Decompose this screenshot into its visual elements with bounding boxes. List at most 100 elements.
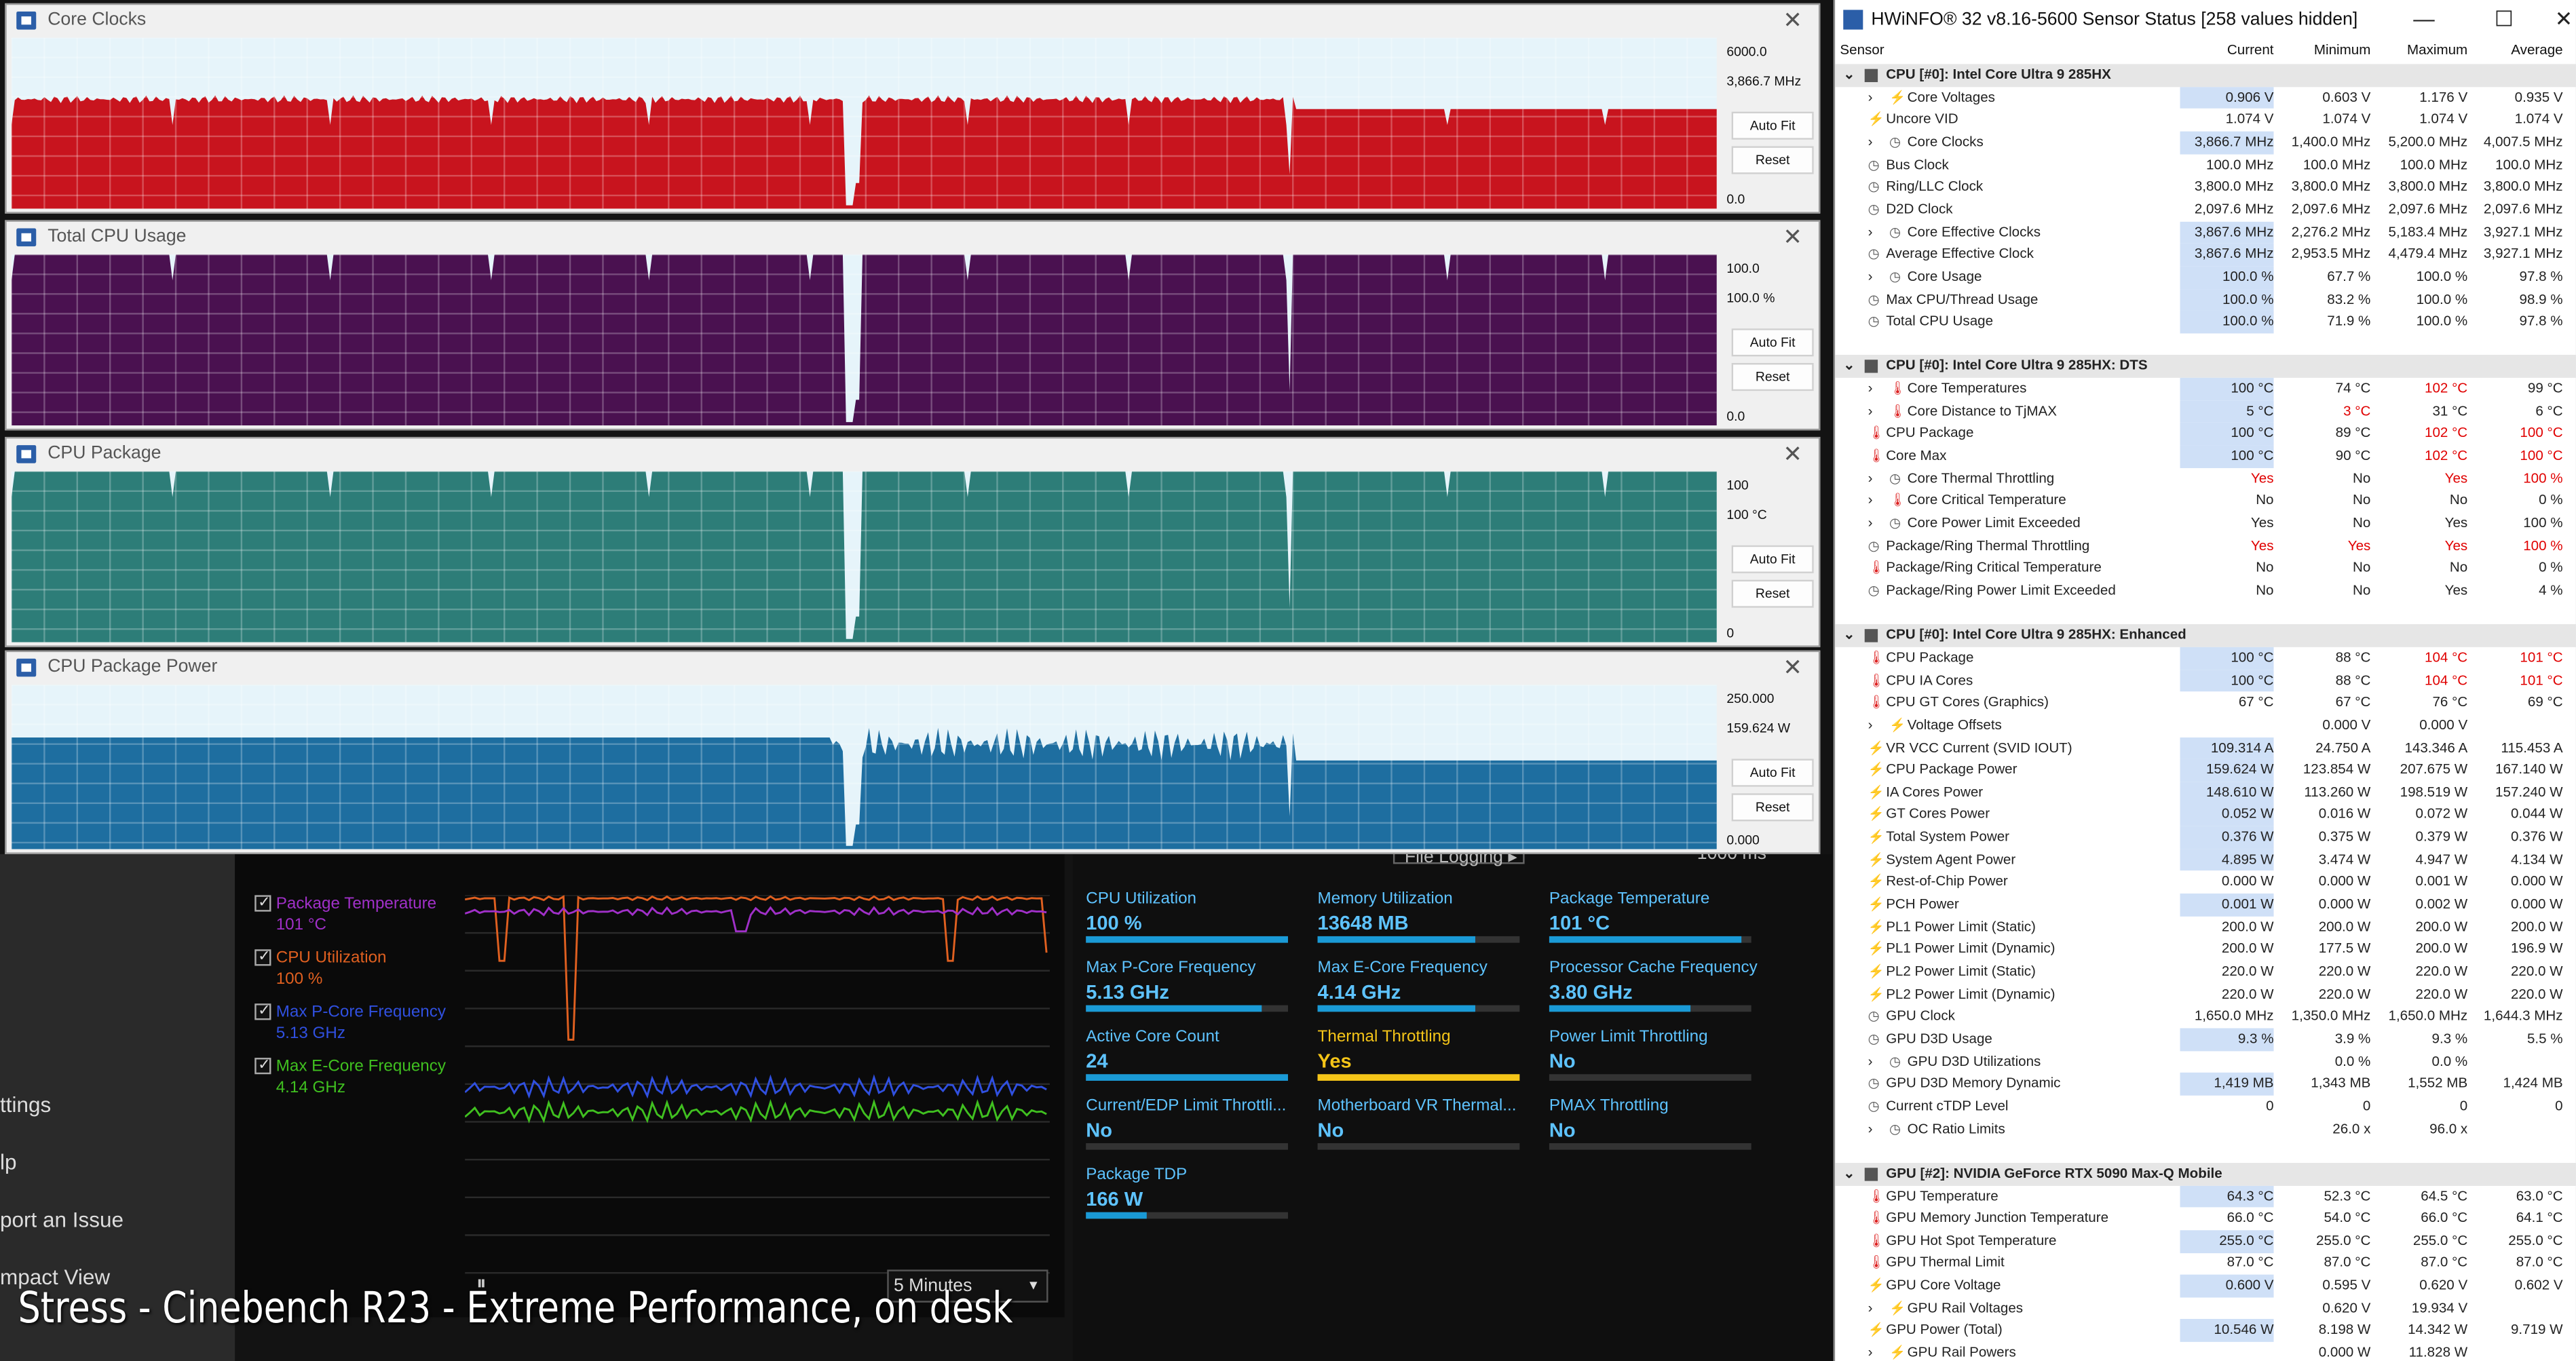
sensor-row[interactable]: ⚡ System Agent Power 4.895 W 3.474 W 4.947 W… — [1835, 849, 2576, 872]
sensor-row[interactable]: 🌡 GPU Temperature 64.3 °C 52.3 °C 64.5 °C 63.… — [1835, 1185, 2576, 1208]
auto-fit-button[interactable]: Auto Fit — [1731, 759, 1814, 787]
graph-window-4[interactable]: CPU Package Power ✕ 250.000 159.624 W 0.000 A… — [5, 650, 1821, 854]
sensor-row[interactable]: 🌡 GPU Thermal Limit 87.0 °C 87.0 °C 87.0 °C 8… — [1835, 1252, 2576, 1275]
legend-checkbox[interactable] — [254, 1002, 271, 1020]
sensor-row[interactable]: ⚡ IA Cores Power 148.610 W 113.260 W 198.519… — [1835, 781, 2576, 805]
sensor-row[interactable]: 🌡 GPU Hot Spot Temperature 255.0 °C 255.0 °… — [1835, 1229, 2576, 1252]
reset-button[interactable]: Reset — [1731, 363, 1814, 391]
expand-chevron-icon[interactable]: › — [1868, 716, 1873, 733]
header-current[interactable]: Current — [2227, 41, 2274, 58]
sensor-row[interactable]: › ◷ Core Thermal Throttling Yes No Yes 100 % — [1835, 467, 2576, 490]
close-icon[interactable]: ✕ — [1783, 223, 1802, 250]
sensor-row[interactable]: ◷ D2D Clock 2,097.6 MHz 2,097.6 MHz 2,097.6 … — [1835, 199, 2576, 221]
expand-chevron-icon[interactable]: › — [1868, 514, 1873, 531]
sensor-row[interactable]: › ◷ Core Power Limit Exceeded Yes No Yes 100 % — [1835, 512, 2576, 535]
sensor-row[interactable]: 🌡 Core Max 100 °C 90 °C 102 °C 100 °C — [1835, 445, 2576, 468]
duration-select[interactable]: 5 Minutes ▼ — [887, 1269, 1048, 1303]
expand-chevron-icon[interactable]: › — [1868, 1343, 1873, 1360]
sensor-row[interactable]: ◷ Average Effective Clock 3,867.6 MHz 2,953… — [1835, 243, 2576, 266]
sensor-row[interactable]: 🌡 Package/Ring Critical Temperature No No No… — [1835, 557, 2576, 579]
sensor-group-header[interactable]: ⌄ CPU [#0]: Intel Core Ultra 9 285HX: DTS — [1835, 355, 2576, 379]
graph-window-1[interactable]: Core Clocks ✕ 6000.0 3,866.7 MHz 0.0 Auto Fit… — [5, 3, 1821, 214]
expand-chevron-icon[interactable]: › — [1868, 402, 1873, 419]
sensor-row[interactable]: › ◷ OC Ratio Limits 26.0 x 96.0 x — [1835, 1118, 2576, 1140]
collapse-chevron-icon[interactable]: ⌄ — [1843, 1164, 1855, 1181]
graph-window-3[interactable]: CPU Package ✕ 100 100 °C 0 Auto Fit Reset — [5, 436, 1821, 647]
sensor-row[interactable]: ◷ Max CPU/Thread Usage 100.0 % 83.2 % 100.0 … — [1835, 288, 2576, 311]
sensor-row[interactable]: 🌡 CPU Package 100 °C 89 °C 102 °C 100 °C — [1835, 423, 2576, 446]
sensor-row[interactable]: ◷ Package/Ring Thermal Throttling Yes Yes Ye… — [1835, 535, 2576, 557]
sensor-row[interactable]: ⚡ Rest-of-Chip Power 0.000 W 0.000 W 0.001 W… — [1835, 871, 2576, 894]
close-icon[interactable]: ✕ — [2554, 6, 2573, 31]
legend-checkbox[interactable] — [254, 894, 271, 912]
sensor-row[interactable]: › ⚡ GPU Rail Powers 0.000 W 11.828 W — [1835, 1342, 2576, 1361]
sidebar-item-compact-view[interactable]: mpact View — [0, 1265, 111, 1290]
sensor-row[interactable]: 🌡 CPU Package 100 °C 88 °C 104 °C 101 °C — [1835, 647, 2576, 670]
expand-chevron-icon[interactable]: › — [1868, 1119, 1873, 1136]
sensor-row[interactable]: ◷ GPU D3D Usage 9.3 % 3.9 % 9.3 % 5.5 % — [1835, 1028, 2576, 1051]
sensor-row[interactable]: ◷ Ring/LLC Clock 3,800.0 MHz 3,800.0 MHz 3,8… — [1835, 176, 2576, 199]
sensor-row[interactable]: ◷ GPU D3D Memory Dynamic 1,419 MB 1,343 MB 1… — [1835, 1073, 2576, 1096]
sensor-row[interactable]: › 🌡 Core Distance to TjMAX 5 °C 3 °C 31 °C 6 °… — [1835, 400, 2576, 423]
sensor-row[interactable]: ◷ GPU Clock 1,650.0 MHz 1,350.0 MHz 1,650.0 … — [1835, 1005, 2576, 1028]
sensor-row[interactable]: › ◷ Core Effective Clocks 3,867.6 MHz 2,276.… — [1835, 221, 2576, 244]
expand-chevron-icon[interactable]: › — [1868, 267, 1873, 284]
sensor-row[interactable]: ⚡ GT Cores Power 0.052 W 0.016 W 0.072 W 0.04… — [1835, 803, 2576, 827]
sensor-row[interactable]: ◷ Package/Ring Power Limit Exceeded No No Ye… — [1835, 579, 2576, 602]
expand-chevron-icon[interactable]: › — [1868, 469, 1873, 486]
sensor-row[interactable]: › 🌡 Core Critical Temperature No No No 0 % — [1835, 490, 2576, 512]
sensor-row[interactable]: ⚡ Total System Power 0.376 W 0.375 W 0.379 W… — [1835, 826, 2576, 849]
sensor-row[interactable]: › ◷ Core Clocks 3,866.7 MHz 1,400.0 MHz 5,200… — [1835, 131, 2576, 154]
sidebar-item-help[interactable]: lp — [0, 1149, 17, 1174]
sensor-row[interactable]: › ⚡ Core Voltages 0.906 V 0.603 V 1.176 V 0.93… — [1835, 86, 2576, 109]
sensor-group-header[interactable]: ⌄ CPU [#0]: Intel Core Ultra 9 285HX: Enh… — [1835, 624, 2576, 647]
header-average[interactable]: Average — [2511, 41, 2563, 58]
reset-button[interactable]: Reset — [1731, 793, 1814, 822]
sensor-group-header[interactable]: ⌄ CPU [#0]: Intel Core Ultra 9 285HX — [1835, 64, 2576, 87]
header-minimum[interactable]: Minimum — [2313, 41, 2371, 58]
minimize-icon[interactable]: — — [2413, 6, 2435, 31]
maximize-icon[interactable]: ☐ — [2494, 6, 2514, 31]
sensor-row[interactable]: ◷ Bus Clock 100.0 MHz 100.0 MHz 100.0 MHz 100… — [1835, 154, 2576, 176]
sensor-row[interactable]: ⚡ CPU Package Power 159.624 W 123.854 W 207.… — [1835, 759, 2576, 782]
sensor-row[interactable]: › ◷ GPU D3D Utilizations 0.0 % 0.0 % — [1835, 1050, 2576, 1073]
expand-chevron-icon[interactable]: › — [1868, 379, 1873, 396]
sensor-group-header[interactable]: ⌄ GPU [#2]: NVIDIA GeForce RTX 5090 Max-Q… — [1835, 1162, 2576, 1185]
expand-chevron-icon[interactable]: › — [1868, 88, 1873, 105]
sensor-row[interactable]: ⚡ PL1 Power Limit (Dynamic) 200.0 W 177.5 W… — [1835, 938, 2576, 961]
header-sensor[interactable]: Sensor — [1840, 41, 1884, 58]
legend-checkbox[interactable] — [254, 1056, 271, 1075]
expand-chevron-icon[interactable]: › — [1868, 491, 1873, 508]
sensor-row[interactable]: ◷ Total CPU Usage 100.0 % 71.9 % 100.0 % 97.8… — [1835, 310, 2576, 334]
reset-button[interactable]: Reset — [1731, 579, 1814, 608]
expand-chevron-icon[interactable]: › — [1868, 223, 1873, 239]
sensor-row[interactable]: ⚡ PCH Power 0.001 W 0.000 W 0.002 W 0.000 W — [1835, 894, 2576, 917]
sensor-row[interactable]: 🌡 GPU Memory Junction Temperature 66.0 °C 5… — [1835, 1208, 2576, 1230]
sensor-row[interactable]: › 🌡 Core Temperatures 100 °C 74 °C 102 °C 99 °… — [1835, 378, 2576, 401]
collapse-chevron-icon[interactable]: ⌄ — [1843, 626, 1855, 643]
sensor-row[interactable]: ⚡ Uncore VID 1.074 V 1.074 V 1.074 V 1.074 V — [1835, 109, 2576, 131]
sensor-row[interactable]: ⚡ PL2 Power Limit (Dynamic) 220.0 W 220.0 W… — [1835, 983, 2576, 1005]
close-icon[interactable]: ✕ — [1783, 653, 1802, 680]
close-icon[interactable]: ✕ — [1783, 440, 1802, 467]
graph-window-2[interactable]: Total CPU Usage ✕ 100.0 100.0 % 0.0 Auto Fit R… — [5, 220, 1821, 431]
expand-chevron-icon[interactable]: › — [1868, 1052, 1873, 1069]
sensor-row[interactable]: ⚡ PL2 Power Limit (Static) 220.0 W 220.0 W 2… — [1835, 961, 2576, 983]
collapse-chevron-icon[interactable]: ⌄ — [1843, 65, 1855, 83]
sensor-row[interactable]: ◷ Current cTDP Level 0 0 0 0 — [1835, 1095, 2576, 1117]
close-icon[interactable]: ✕ — [1783, 6, 1802, 33]
pause-icon[interactable]: ⏸ — [476, 1271, 487, 1295]
sensor-row[interactable]: 🌡 CPU IA Cores 100 °C 88 °C 104 °C 101 °C — [1835, 669, 2576, 692]
auto-fit-button[interactable]: Auto Fit — [1731, 111, 1814, 140]
sidebar-item-settings[interactable]: ttings — [0, 1092, 52, 1117]
sensor-row[interactable]: ⚡ PL1 Power Limit (Static) 200.0 W 200.0 W 2… — [1835, 916, 2576, 938]
expand-chevron-icon[interactable]: › — [1868, 132, 1873, 150]
auto-fit-button[interactable]: Auto Fit — [1731, 328, 1814, 357]
collapse-chevron-icon[interactable]: ⌄ — [1843, 357, 1855, 374]
sensor-row[interactable]: › ⚡ Voltage Offsets 0.000 V 0.000 V — [1835, 714, 2576, 737]
sensor-row[interactable]: ⚡ GPU Power (Total) 10.546 W 8.198 W 14.342 … — [1835, 1319, 2576, 1343]
header-maximum[interactable]: Maximum — [2406, 41, 2468, 58]
legend-checkbox[interactable] — [254, 948, 271, 966]
reset-button[interactable]: Reset — [1731, 146, 1814, 174]
sensor-row[interactable]: › ◷ Core Usage 100.0 % 67.7 % 100.0 % 97.8 % — [1835, 265, 2576, 288]
